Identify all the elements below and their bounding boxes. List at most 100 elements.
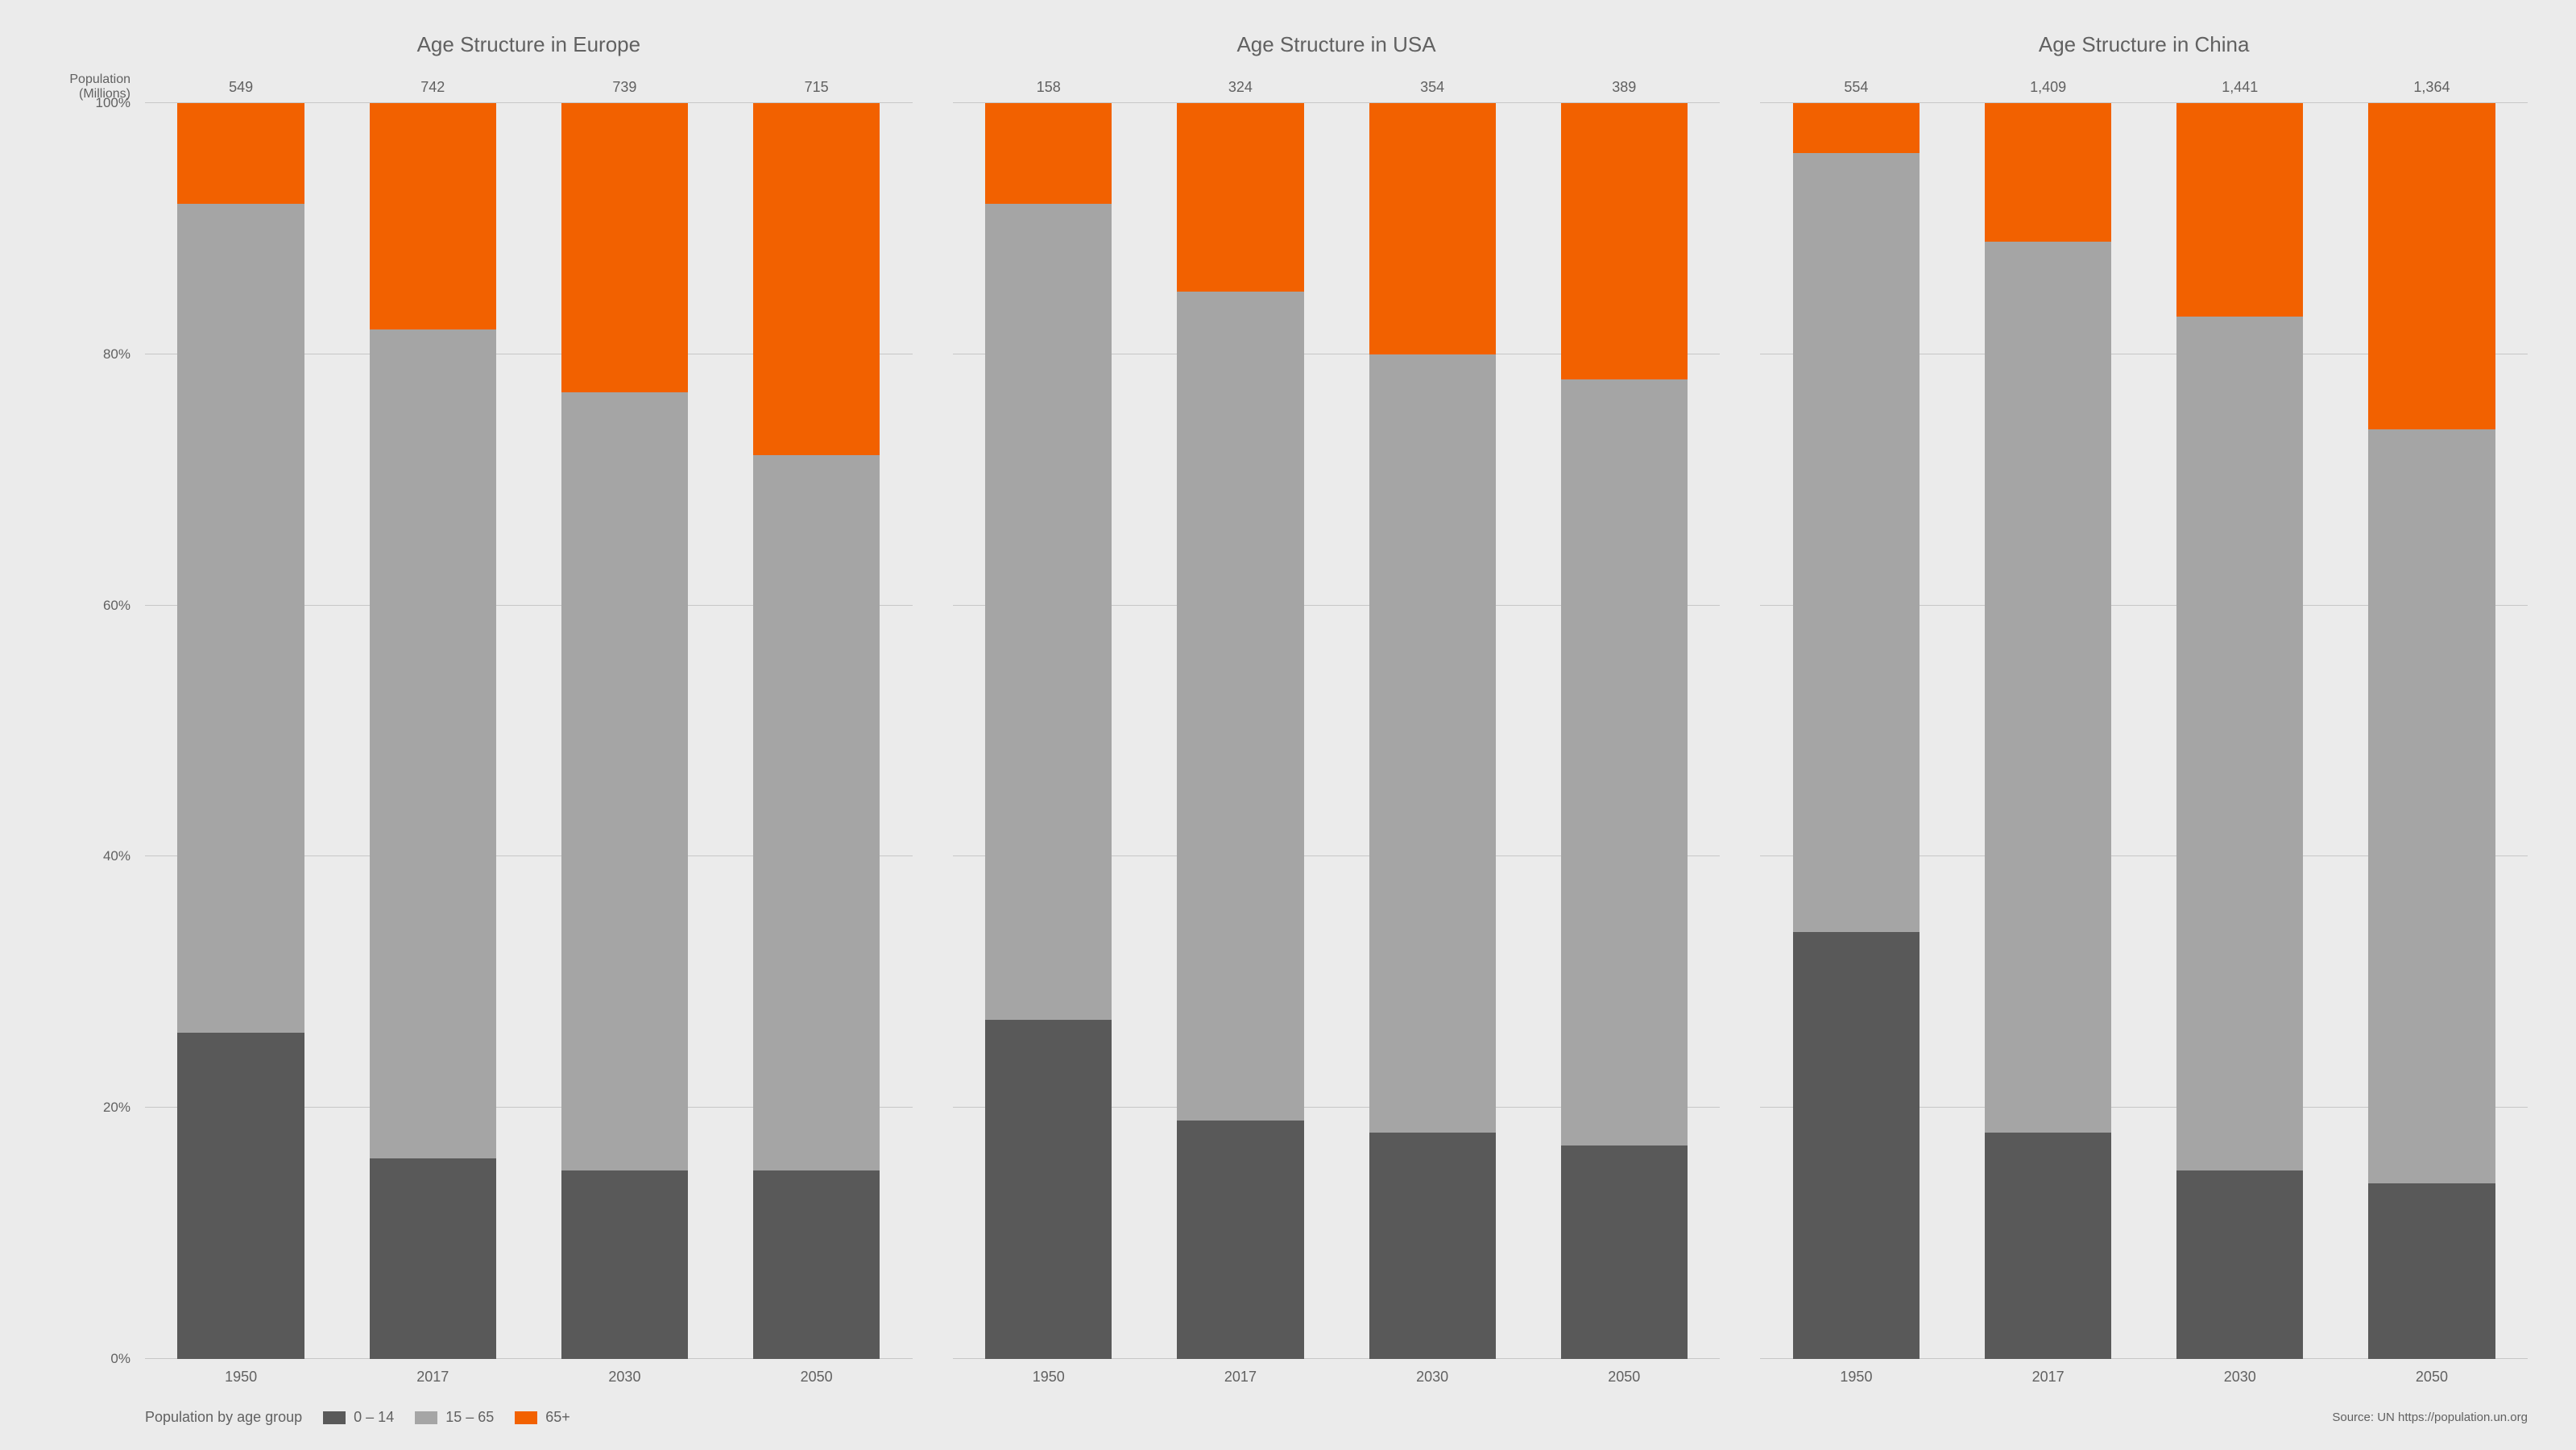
bars-container <box>953 103 1721 1359</box>
y-tick: 80% <box>103 346 130 362</box>
plot-row: Population (Millions) 0%20%40%60%80%100%… <box>48 32 2528 1394</box>
population-totals-row: 158324354389 <box>953 71 1721 103</box>
bars-container <box>145 103 913 1359</box>
bar-segment-mid <box>1177 292 1303 1121</box>
bar-area <box>953 103 1721 1359</box>
x-axis-year: 1950 <box>953 1369 1145 1386</box>
population-total: 715 <box>721 79 913 96</box>
population-totals-row: 549742739715 <box>145 71 913 103</box>
source-text: Source: UN https://population.un.org <box>2332 1411 2528 1424</box>
x-axis-year: 1950 <box>1760 1369 1952 1386</box>
bar-segment-young <box>1793 932 1920 1359</box>
bar-segment-mid <box>177 204 304 1033</box>
population-total: 354 <box>1336 79 1528 96</box>
x-axis-year: 2017 <box>337 1369 528 1386</box>
legend-label: 15 – 65 <box>445 1409 494 1426</box>
legend-label: 0 – 14 <box>354 1409 394 1426</box>
bar-segment-mid <box>561 392 688 1171</box>
bar-segment-mid <box>370 329 496 1158</box>
x-axis-labels: 1950201720302050 <box>953 1359 1721 1394</box>
population-total: 739 <box>528 79 720 96</box>
stacked-bar <box>1985 103 2111 1359</box>
bar-segment-young <box>177 1033 304 1359</box>
bar-segment-old <box>561 103 688 392</box>
legend-item: 65+ <box>515 1409 570 1426</box>
chart-panel: Age Structure in USA15832435438919502017… <box>953 32 1721 1394</box>
legend-label: 65+ <box>545 1409 570 1426</box>
legend-swatch <box>415 1411 437 1424</box>
y-tick: 0% <box>110 1351 130 1367</box>
x-axis-year: 2017 <box>1145 1369 1336 1386</box>
bar-segment-mid <box>1369 354 1496 1133</box>
bar-slot <box>721 103 913 1359</box>
stacked-bar <box>2176 103 2303 1359</box>
y-tick: 20% <box>103 1100 130 1116</box>
stacked-bar <box>1177 103 1303 1359</box>
bar-slot <box>1336 103 1528 1359</box>
bar-segment-mid <box>753 455 880 1171</box>
bar-segment-young <box>1561 1146 1688 1359</box>
chart-panel: Age Structure in Europe54974273971519502… <box>145 32 913 1394</box>
bar-segment-old <box>370 103 496 329</box>
bar-segment-young <box>370 1158 496 1359</box>
bar-segment-young <box>1177 1121 1303 1359</box>
bar-segment-young <box>2368 1183 2495 1359</box>
population-total: 158 <box>953 79 1145 96</box>
stacked-bar <box>753 103 880 1359</box>
bar-segment-young <box>2176 1170 2303 1359</box>
legend-item: 0 – 14 <box>323 1409 394 1426</box>
chart-panel: Age Structure in China5541,4091,4411,364… <box>1760 32 2528 1394</box>
population-total: 742 <box>337 79 528 96</box>
bar-segment-mid <box>2368 429 2495 1183</box>
population-total: 324 <box>1145 79 1336 96</box>
bar-slot <box>2336 103 2528 1359</box>
bar-segment-old <box>2368 103 2495 429</box>
legend: Population by age group 0 – 14 15 – 65 65+ <box>145 1409 570 1426</box>
population-total: 1,441 <box>2144 79 2336 96</box>
bar-segment-young <box>561 1170 688 1359</box>
legend-row: Population by age group 0 – 14 15 – 65 65+… <box>48 1394 2528 1426</box>
bar-segment-mid <box>1985 242 2111 1133</box>
bar-segment-old <box>1561 103 1688 379</box>
bar-segment-old <box>2176 103 2303 317</box>
panels-container: Age Structure in Europe54974273971519502… <box>145 32 2528 1394</box>
panel-title: Age Structure in China <box>1760 32 2528 71</box>
stacked-bar <box>1561 103 1688 1359</box>
panel-title: Age Structure in USA <box>953 32 1721 71</box>
y-tick: 100% <box>96 95 130 111</box>
y-tick: 60% <box>103 598 130 614</box>
population-total: 389 <box>1528 79 1720 96</box>
population-total: 1,364 <box>2336 79 2528 96</box>
stacked-bar <box>370 103 496 1359</box>
y-axis-label-line1: Population <box>69 72 130 87</box>
legend-swatch <box>323 1411 346 1424</box>
bar-area <box>1760 103 2528 1359</box>
legend-title: Population by age group <box>145 1409 302 1426</box>
bar-segment-mid <box>1561 379 1688 1146</box>
x-axis-year: 2050 <box>721 1369 913 1386</box>
bar-area <box>145 103 913 1359</box>
bar-segment-old <box>1369 103 1496 354</box>
bar-segment-young <box>1985 1133 2111 1359</box>
x-axis-year: 2050 <box>1528 1369 1720 1386</box>
stacked-bar <box>2368 103 2495 1359</box>
x-axis-year: 2017 <box>1953 1369 2144 1386</box>
x-axis-year: 1950 <box>145 1369 337 1386</box>
y-axis: Population (Millions) 0%20%40%60%80%100% <box>48 32 145 1394</box>
bar-slot <box>2144 103 2336 1359</box>
x-axis-year: 2030 <box>2144 1369 2336 1386</box>
bars-container <box>1760 103 2528 1359</box>
stacked-bar <box>985 103 1112 1359</box>
bar-segment-old <box>1177 103 1303 292</box>
x-axis-year: 2050 <box>2336 1369 2528 1386</box>
bar-slot <box>1528 103 1720 1359</box>
population-total: 1,409 <box>1953 79 2144 96</box>
stacked-bar <box>1369 103 1496 1359</box>
bar-slot <box>953 103 1145 1359</box>
bar-segment-old <box>985 103 1112 204</box>
bar-segment-young <box>753 1170 880 1359</box>
stacked-bar <box>561 103 688 1359</box>
bar-segment-mid <box>985 204 1112 1020</box>
bar-slot <box>528 103 720 1359</box>
bar-slot <box>1145 103 1336 1359</box>
